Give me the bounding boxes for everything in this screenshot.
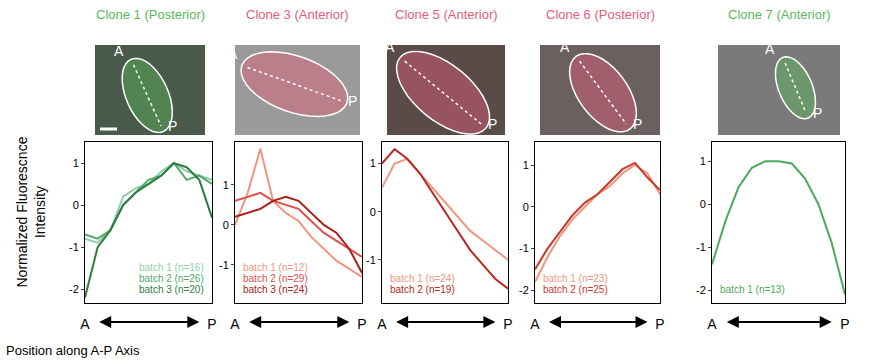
svg-text:A: A: [707, 316, 717, 332]
svg-text:batch 1 (n=23): batch 1 (n=23): [543, 273, 608, 284]
svg-text:-1: -1: [696, 241, 706, 253]
svg-text:0: 0: [523, 201, 529, 213]
svg-text:Clone 7 (Anterior): Clone 7 (Anterior): [728, 7, 831, 22]
svg-text:-2: -2: [519, 284, 529, 296]
svg-text:batch 2 (n=29): batch 2 (n=29): [243, 273, 308, 284]
svg-text:0: 0: [370, 206, 376, 218]
svg-text:A: A: [80, 316, 90, 332]
svg-text:Clone 1 (Posterior): Clone 1 (Posterior): [96, 7, 205, 22]
svg-text:Position along A-P Axis: Position along A-P Axis: [6, 343, 140, 358]
svg-text:-1: -1: [219, 259, 229, 271]
svg-text:batch 1 (n=12): batch 1 (n=12): [243, 262, 308, 273]
svg-text:0: 0: [73, 199, 79, 211]
svg-text:Normalized FluorescnceIntensit: Normalized FluorescnceIntensity: [14, 136, 48, 287]
svg-text:1: 1: [700, 155, 706, 167]
svg-text:1: 1: [223, 179, 229, 191]
svg-text:P: P: [655, 316, 664, 332]
svg-text:batch 2 (n=26): batch 2 (n=26): [139, 273, 204, 284]
svg-text:Clone 5 (Anterior): Clone 5 (Anterior): [395, 7, 498, 22]
svg-text:-1: -1: [69, 241, 79, 253]
svg-text:batch 1 (n=16): batch 1 (n=16): [139, 262, 204, 273]
svg-text:A: A: [530, 316, 540, 332]
svg-text:A: A: [230, 316, 240, 332]
svg-text:P: P: [168, 118, 177, 134]
svg-text:batch 2 (n=25): batch 2 (n=25): [543, 284, 608, 295]
svg-text:batch 3 (n=20): batch 3 (n=20): [139, 284, 204, 295]
svg-text:-1: -1: [366, 254, 376, 266]
svg-text:A: A: [377, 316, 387, 332]
svg-text:-2: -2: [69, 283, 79, 295]
svg-text:A: A: [560, 39, 570, 55]
svg-text:P: P: [488, 116, 497, 132]
svg-text:A: A: [114, 43, 124, 59]
svg-text:P: P: [840, 316, 849, 332]
svg-text:batch 1 (n=24): batch 1 (n=24): [390, 273, 455, 284]
svg-text:P: P: [813, 105, 822, 121]
svg-text:0: 0: [700, 198, 706, 210]
svg-text:P: P: [348, 93, 357, 109]
svg-text:Clone 3 (Anterior): Clone 3 (Anterior): [246, 7, 349, 22]
svg-text:0: 0: [223, 219, 229, 231]
svg-text:1: 1: [370, 157, 376, 169]
svg-text:batch 2 (n=19): batch 2 (n=19): [390, 284, 455, 295]
svg-text:A: A: [765, 41, 775, 57]
svg-text:A: A: [385, 39, 395, 55]
svg-text:batch 1 (n=13): batch 1 (n=13): [720, 284, 785, 295]
svg-text:-2: -2: [696, 284, 706, 296]
svg-text:batch 3 (n=24): batch 3 (n=24): [243, 284, 308, 295]
svg-text:P: P: [207, 316, 216, 332]
svg-text:P: P: [503, 316, 512, 332]
svg-text:Clone 6 (Posterior): Clone 6 (Posterior): [546, 7, 655, 22]
svg-text:1: 1: [523, 159, 529, 171]
svg-text:P: P: [633, 116, 642, 132]
svg-text:P: P: [357, 316, 366, 332]
svg-text:A: A: [228, 46, 238, 62]
svg-text:-1: -1: [519, 242, 529, 254]
svg-text:1: 1: [73, 157, 79, 169]
